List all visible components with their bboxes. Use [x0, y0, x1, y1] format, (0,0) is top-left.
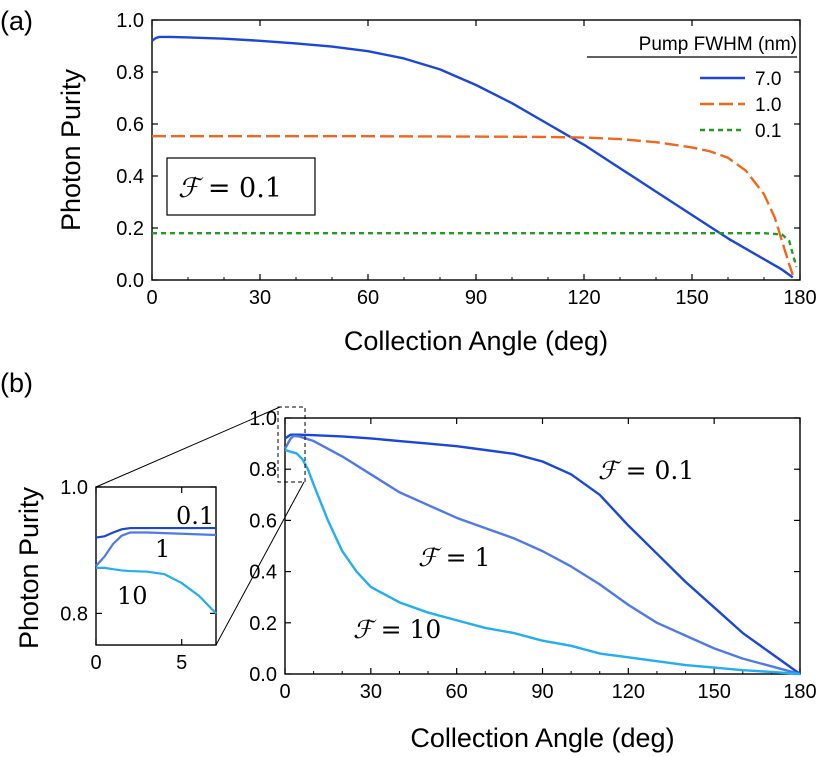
x-tick-label: 120 [612, 681, 645, 703]
x-tick-label: 0 [90, 652, 101, 674]
panel-a: 0 30 60 90 120 150 180 0.0 0.2 0.4 0.6 0.8 1.0 (a) Col… [0, 6, 817, 356]
series-label-value: 10 [410, 615, 442, 644]
panel-b: 0 30 60 90 120 150 1800.00.20.40.60.81.0(b)Col… [0, 368, 817, 753]
x-tick-label: 90 [465, 287, 487, 309]
y-tick-label: 1.0 [249, 408, 277, 430]
series-line [152, 232, 798, 268]
zoom-region [277, 406, 306, 483]
x-tick-label: 30 [249, 287, 271, 309]
x-axis-label: Collection Angle (deg) [410, 723, 674, 753]
series-line [95, 531, 217, 567]
legend-entry: 7.0 [755, 69, 781, 90]
annotation-text-equals: = [199, 173, 239, 204]
x-axis-label: Collection Angle (deg) [344, 326, 608, 356]
series-label: 1 [155, 535, 170, 563]
series-line [283, 434, 801, 676]
series-line [96, 566, 217, 615]
series-label-equals: = [373, 615, 410, 644]
x-tick-label: 120 [567, 287, 600, 309]
x-tick-label: 30 [360, 681, 382, 703]
series-label: ℱ = 1 [418, 543, 490, 572]
zoom-connector-line [215, 481, 305, 646]
y-axis-label: Photon Purity [56, 68, 86, 231]
x-tick-label: 60 [357, 287, 379, 309]
y-tick-label: 1.0 [60, 477, 88, 499]
series-label-value: 1 [475, 543, 491, 572]
y-tick-label: 0.4 [249, 562, 277, 584]
y-tick-label: 0.8 [60, 603, 88, 625]
x-tick-label: 180 [783, 287, 816, 309]
y-tick-label: 0.8 [249, 459, 277, 481]
y-tick-label: 0.4 [116, 166, 144, 188]
x-tick-label: 90 [531, 681, 553, 703]
x-tick-label: 5 [176, 652, 187, 674]
y-tick-label: 0.0 [249, 664, 277, 686]
legend-entry: 1.0 [755, 95, 781, 116]
series-label: 10 [117, 582, 148, 610]
series-line [284, 433, 801, 675]
x-tick-label: 180 [783, 681, 816, 703]
legend: Pump FWHM (nm) 7.0 1.0 0.1 [587, 34, 797, 142]
y-tick-label: 0.2 [116, 218, 144, 240]
y-axis-label: Photon Purity [14, 486, 44, 649]
y-tick-label: 0.6 [116, 114, 144, 136]
series-label-value: 0.1 [655, 456, 695, 485]
legend-entry: 0.1 [755, 121, 781, 142]
series-line [152, 135, 794, 276]
series-label: 0.1 [176, 502, 214, 530]
x-tick-label: 0 [146, 287, 157, 309]
zoom-connector-line [95, 406, 281, 488]
annotation-box [166, 157, 316, 216]
x-tick-label: 60 [446, 681, 468, 703]
x-tick-label: 0 [279, 681, 290, 703]
series-label-equals: = [618, 456, 655, 485]
annotation-text: ℱ = 0.1 [178, 173, 282, 204]
panel-label: (b) [0, 368, 33, 398]
series-line [284, 448, 801, 676]
x-tick-label: 150 [697, 681, 730, 703]
annotation-text-value: 0.1 [239, 173, 282, 204]
y-tick-label: 0.6 [249, 510, 277, 532]
y-tick-label: 0.0 [116, 270, 144, 292]
series-label: ℱ = 10 [353, 615, 441, 644]
zoom-connectors [95, 406, 305, 646]
series-label-equals: = [438, 543, 475, 572]
series-label: ℱ = 0.1 [598, 456, 694, 485]
legend-title: Pump FWHM (nm) [639, 34, 797, 55]
series-line [151, 35, 794, 279]
series-line [95, 526, 216, 539]
panel-label: (a) [0, 6, 33, 36]
y-tick-label: 0.8 [116, 62, 144, 84]
y-tick-label: 1.0 [116, 10, 144, 32]
y-tick-label: 0.2 [249, 613, 277, 635]
x-tick-label: 150 [675, 287, 708, 309]
